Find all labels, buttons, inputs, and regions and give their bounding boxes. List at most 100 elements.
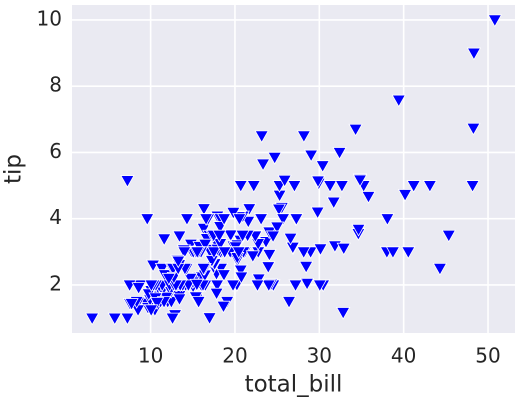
marker bbox=[269, 221, 285, 235]
y-tick-label: 2 bbox=[49, 271, 62, 295]
marker bbox=[216, 213, 232, 227]
marker bbox=[250, 279, 265, 293]
marker bbox=[265, 230, 281, 244]
marker bbox=[217, 246, 232, 260]
marker bbox=[120, 175, 135, 188]
marker bbox=[140, 213, 155, 227]
marker bbox=[198, 213, 214, 227]
marker bbox=[245, 250, 261, 264]
marker bbox=[242, 203, 257, 217]
marker bbox=[487, 14, 503, 28]
marker bbox=[283, 232, 298, 246]
marker bbox=[204, 255, 220, 268]
marker bbox=[322, 180, 338, 193]
marker bbox=[226, 207, 241, 220]
marker bbox=[233, 264, 248, 278]
marker bbox=[179, 213, 195, 227]
marker bbox=[312, 279, 328, 293]
marker bbox=[348, 123, 363, 137]
marker bbox=[261, 261, 276, 275]
marker bbox=[310, 206, 325, 220]
marker bbox=[261, 279, 276, 293]
marker bbox=[441, 229, 456, 243]
y-tick-label: 10 bbox=[37, 6, 62, 30]
marker bbox=[255, 158, 271, 172]
marker bbox=[332, 147, 347, 160]
marker bbox=[206, 246, 222, 260]
x-tick-label: 30 bbox=[307, 344, 332, 368]
marker bbox=[107, 312, 122, 326]
marker bbox=[334, 180, 350, 193]
marker bbox=[131, 282, 146, 295]
marker bbox=[351, 223, 366, 237]
marker bbox=[275, 213, 291, 227]
x-tick-label: 50 bbox=[475, 344, 500, 368]
marker bbox=[406, 180, 421, 193]
marker bbox=[233, 180, 248, 193]
x-tick-label: 40 bbox=[391, 344, 416, 368]
marker bbox=[165, 312, 180, 326]
marker bbox=[262, 249, 277, 262]
marker bbox=[235, 229, 250, 243]
marker bbox=[422, 180, 438, 193]
marker bbox=[196, 222, 211, 236]
y-tick-label: 4 bbox=[49, 205, 62, 229]
marker bbox=[216, 300, 231, 314]
marker bbox=[177, 246, 192, 260]
marker bbox=[267, 152, 282, 165]
marker bbox=[336, 242, 351, 256]
marker bbox=[161, 272, 177, 286]
marker bbox=[196, 203, 212, 217]
marker bbox=[209, 279, 225, 293]
marker bbox=[401, 246, 416, 260]
y-axis-label: tip bbox=[1, 154, 27, 184]
marker bbox=[313, 243, 328, 257]
marker bbox=[154, 262, 170, 276]
marker bbox=[231, 246, 246, 260]
marker bbox=[361, 191, 376, 204]
marker bbox=[172, 293, 187, 307]
marker bbox=[466, 47, 482, 61]
marker bbox=[234, 271, 249, 285]
marker bbox=[380, 213, 395, 227]
x-tick-label: 10 bbox=[138, 344, 163, 368]
marker bbox=[277, 174, 292, 188]
marker bbox=[171, 255, 186, 269]
marker bbox=[271, 203, 287, 217]
marker bbox=[397, 189, 413, 202]
marker bbox=[285, 241, 301, 255]
marker bbox=[84, 312, 100, 326]
x-axis-label: total_bill bbox=[245, 372, 343, 398]
marker bbox=[303, 149, 319, 163]
marker bbox=[432, 262, 448, 276]
x-tick-label: 20 bbox=[222, 344, 247, 368]
marker bbox=[157, 233, 172, 247]
marker bbox=[299, 277, 315, 291]
marker bbox=[287, 180, 302, 193]
marker bbox=[212, 229, 227, 243]
marker bbox=[296, 130, 312, 144]
marker bbox=[246, 180, 261, 193]
marker bbox=[385, 246, 401, 260]
marker bbox=[209, 287, 224, 301]
marker bbox=[225, 279, 241, 293]
plot-area bbox=[72, 5, 515, 333]
y-tick-label: 8 bbox=[49, 73, 62, 97]
marker bbox=[191, 296, 206, 309]
marker bbox=[335, 307, 351, 320]
marker bbox=[298, 261, 314, 274]
marker bbox=[120, 312, 135, 326]
marker bbox=[466, 122, 481, 136]
marker bbox=[149, 297, 165, 310]
marker bbox=[196, 262, 211, 276]
marker bbox=[198, 238, 213, 252]
marker bbox=[189, 278, 205, 292]
marker bbox=[310, 175, 326, 189]
marker bbox=[223, 229, 238, 243]
marker bbox=[145, 259, 161, 273]
marker bbox=[144, 279, 159, 293]
marker bbox=[254, 130, 269, 144]
marker bbox=[315, 160, 330, 173]
